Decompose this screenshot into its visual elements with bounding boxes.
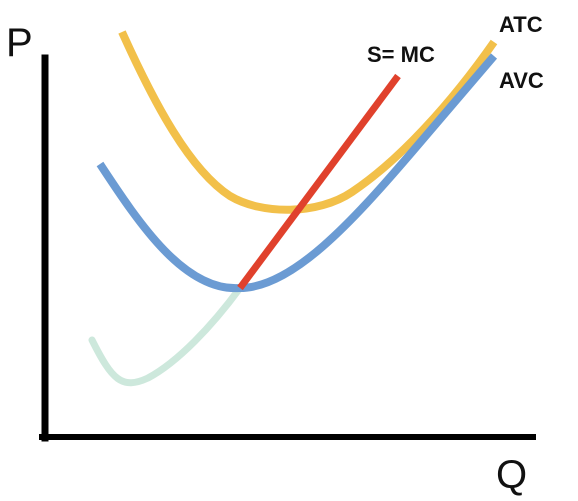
- atc-label: ATC: [499, 12, 543, 37]
- atc-curve: [118, 30, 498, 214]
- avc-curve: [96, 53, 498, 293]
- mc-supply-label: S= MC: [367, 42, 435, 67]
- avc-label: AVC: [499, 68, 544, 93]
- mc-supply-curve: [237, 73, 401, 291]
- y-axis-label: P: [6, 21, 33, 65]
- x-axis-label: Q: [496, 453, 527, 497]
- mc-below-shutdown-curve: [88, 284, 244, 387]
